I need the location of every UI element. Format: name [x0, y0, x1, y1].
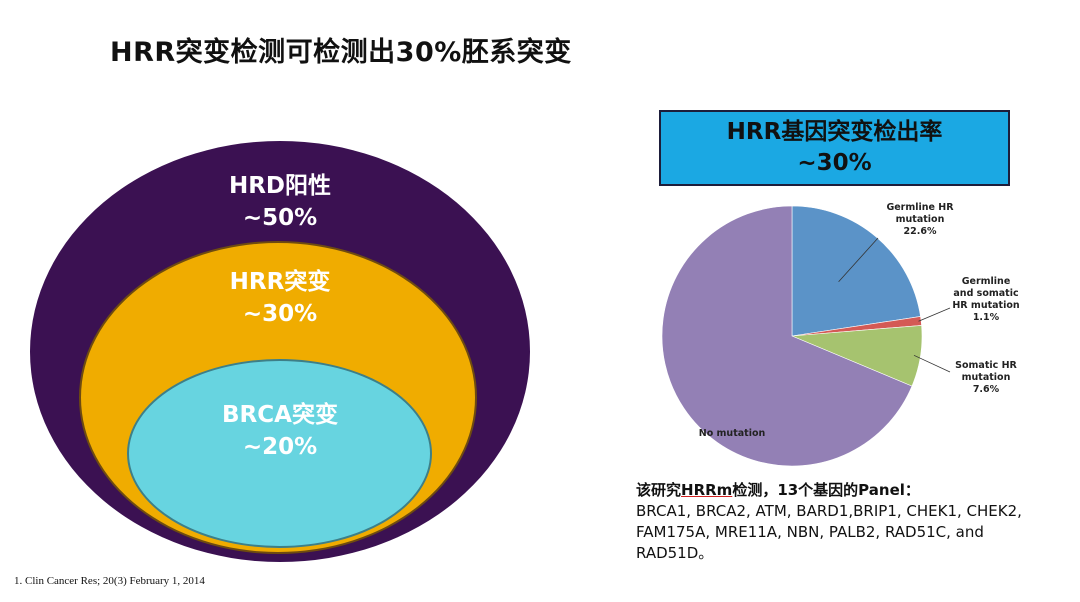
gene-panel-description: 该研究HRRm检测，13个基因的Panel： BRCA1, BRCA2, ATM…: [636, 480, 1066, 564]
pie-slice: [661, 205, 913, 467]
pie-slice-label: Germline HR mutation 22.6%: [886, 202, 954, 237]
gene-panel-heading-suffix: 检测，13个基因的Panel：: [732, 481, 920, 499]
gene-panel-heading-highlight: HRRm: [681, 481, 733, 499]
pie-leader-line: [918, 307, 951, 322]
brca-mutation-label: BRCA突变 ~20%: [180, 399, 380, 463]
gene-list-line: RAD51D。: [636, 544, 714, 562]
gene-list-line: FAM175A, MRE11A, NBN, PALB2, RAD51C, and: [636, 523, 984, 541]
detection-rate-value: ~30%: [797, 150, 872, 176]
pie-slice: [791, 205, 921, 337]
gene-list-line: BRCA1, BRCA2, ATM, BARD1,BRIP1, CHEK1, C…: [636, 502, 1022, 520]
pie-slice-label: No mutation: [699, 428, 766, 439]
gene-panel-heading-prefix: 该研究: [636, 481, 682, 499]
footnote-reference: 1. Clin Cancer Res; 20(3) February 1, 20…: [14, 575, 205, 587]
hrr-mutation-pie-chart: Germline HR mutation 22.6% Germline and soma…: [661, 202, 1020, 467]
gene-panel-heading: 该研究HRRm检测，13个基因的Panel：: [636, 480, 1066, 501]
hrr-mutation-label: HRR突变 ~30%: [180, 266, 380, 330]
detection-rate-box: HRR基因突变检出率 ~30%: [659, 110, 1010, 186]
pie-slice-label: Germline and somatic HR mutation 1.1%: [952, 276, 1020, 323]
pie-leader-line: [913, 354, 951, 373]
hrd-positive-label: HRD阳性 ~50%: [180, 170, 380, 234]
brca-mutation-title: BRCA突变: [222, 402, 338, 428]
brca-mutation-ellipse: [127, 359, 432, 548]
detection-rate-title: HRR基因突变检出率: [726, 119, 943, 145]
hrd-positive-percent: ~50%: [242, 205, 318, 231]
pie-slice-label: Somatic HR mutation 7.6%: [955, 360, 1017, 395]
page-title: HRR突变检测可检测出30%胚系突变: [110, 37, 572, 68]
hrd-positive-title: HRD阳性: [228, 173, 332, 199]
brca-mutation-percent: ~20%: [242, 434, 318, 460]
hrr-mutation-percent: ~30%: [242, 301, 318, 327]
hrr-mutation-title: HRR突变: [229, 269, 331, 295]
pie-leader-line: [838, 237, 879, 283]
